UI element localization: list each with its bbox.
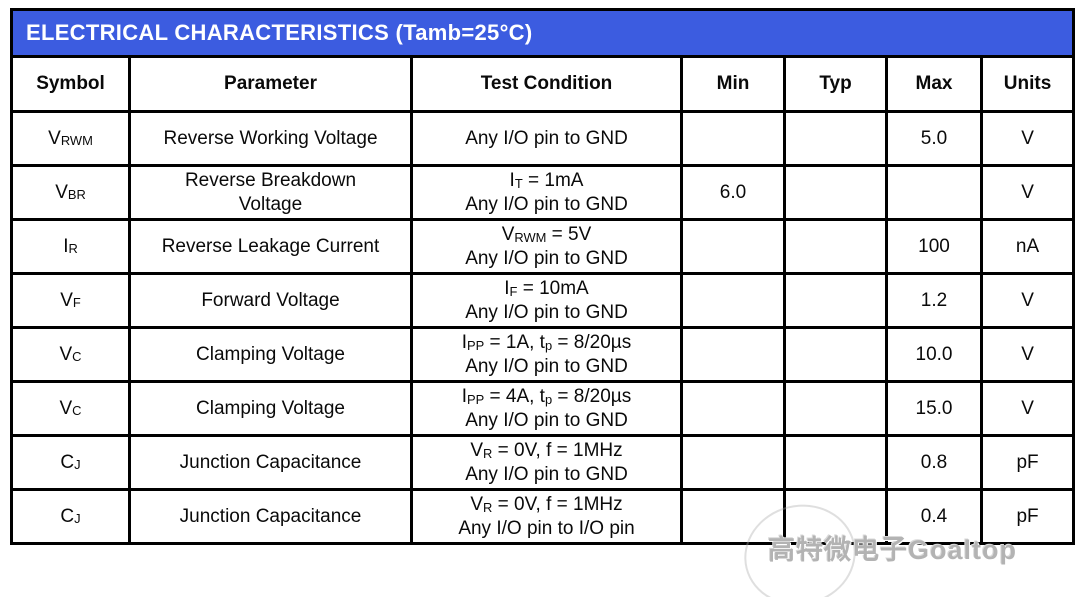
- typ-cell: [783, 164, 888, 221]
- max-cell: 10.0: [885, 326, 983, 383]
- table-row: VRWM Reverse Working Voltage Any I/O pin…: [10, 110, 1076, 167]
- table-title: ELECTRICAL CHARACTERISTICS (Tamb=25°C): [9, 8, 1076, 58]
- typ-cell: [783, 488, 888, 545]
- typ-cell: [783, 326, 888, 383]
- test-condition-cell: IT = 1mA Any I/O pin to GND: [410, 164, 683, 221]
- parameter-cell: Junction Capacitance: [128, 488, 413, 545]
- test-condition-cell: IPP = 4A, tp = 8/20µs Any I/O pin to GND: [410, 380, 683, 437]
- test-condition-cell: VRWM = 5V Any I/O pin to GND: [410, 218, 683, 275]
- electrical-characteristics-table: ELECTRICAL CHARACTERISTICS (Tamb=25°C) S…: [9, 8, 1076, 545]
- parameter-cell: Forward Voltage: [128, 272, 413, 329]
- max-cell: 100: [885, 218, 983, 275]
- min-cell: [680, 434, 786, 491]
- min-cell: [680, 272, 786, 329]
- parameter-cell: Reverse Breakdown Voltage: [128, 164, 413, 221]
- column-header-symbol: Symbol: [10, 55, 131, 113]
- table-title-bar: ELECTRICAL CHARACTERISTICS (Tamb=25°C): [9, 8, 1076, 58]
- table-row: IR Reverse Leakage Current VRWM = 5V Any …: [10, 218, 1076, 275]
- typ-cell: [783, 272, 888, 329]
- symbol-cell: IR: [10, 218, 131, 275]
- units-cell: V: [979, 110, 1076, 167]
- typ-cell: [783, 434, 888, 491]
- typ-cell: [783, 218, 888, 275]
- test-condition-cell: VR = 0V, f = 1MHz Any I/O pin to I/O pin: [410, 488, 683, 545]
- symbol-cell: CJ: [10, 488, 131, 545]
- table-row: CJ Junction Capacitance VR = 0V, f = 1MH…: [10, 488, 1076, 545]
- min-cell: 6.0: [680, 164, 786, 221]
- table-row: VBR Reverse Breakdown Voltage IT = 1mA An…: [10, 164, 1076, 221]
- parameter-cell: Clamping Voltage: [128, 326, 413, 383]
- units-cell: nA: [979, 218, 1076, 275]
- table-row: CJ Junction Capacitance VR = 0V, f = 1MH…: [10, 434, 1076, 491]
- table-row: VC Clamping Voltage IPP = 1A, tp = 8/20µ…: [10, 326, 1076, 383]
- column-header-max: Max: [885, 55, 983, 113]
- parameter-cell: Clamping Voltage: [128, 380, 413, 437]
- typ-cell: [783, 110, 888, 167]
- parameter-cell: Junction Capacitance: [128, 434, 413, 491]
- min-cell: [680, 326, 786, 383]
- table-row: VF Forward Voltage IF = 10mA Any I/O pin …: [10, 272, 1076, 329]
- units-cell: V: [979, 164, 1076, 221]
- table-row: VC Clamping Voltage IPP = 4A, tp = 8/20µ…: [10, 380, 1076, 437]
- column-header-typ: Typ: [783, 55, 888, 113]
- parameter-cell: Reverse Working Voltage: [128, 110, 413, 167]
- units-cell: V: [979, 380, 1076, 437]
- max-cell: 0.8: [885, 434, 983, 491]
- watermark-text: 高特微电子Goaltop: [768, 535, 1017, 565]
- column-header-units: Units: [979, 55, 1076, 113]
- column-header-parameter: Parameter: [128, 55, 413, 113]
- symbol-cell: VBR: [10, 164, 131, 221]
- symbol-cell: VC: [10, 380, 131, 437]
- min-cell: [680, 110, 786, 167]
- max-cell: 0.4: [885, 488, 983, 545]
- units-cell: pF: [979, 434, 1076, 491]
- max-cell: [885, 164, 983, 221]
- units-cell: pF: [979, 488, 1076, 545]
- max-cell: 15.0: [885, 380, 983, 437]
- column-header-test-condition: Test Condition: [410, 55, 683, 113]
- symbol-cell: VC: [10, 326, 131, 383]
- min-cell: [680, 488, 786, 545]
- symbol-cell: VF: [10, 272, 131, 329]
- column-header-min: Min: [680, 55, 786, 113]
- min-cell: [680, 218, 786, 275]
- typ-cell: [783, 380, 888, 437]
- units-cell: V: [979, 326, 1076, 383]
- column-header-row: Symbol Parameter Test Condition Min Typ …: [10, 55, 1076, 113]
- symbol-cell: CJ: [10, 434, 131, 491]
- min-cell: [680, 380, 786, 437]
- max-cell: 1.2: [885, 272, 983, 329]
- max-cell: 5.0: [885, 110, 983, 167]
- test-condition-cell: VR = 0V, f = 1MHz Any I/O pin to GND: [410, 434, 683, 491]
- test-condition-cell: IF = 10mA Any I/O pin to GND: [410, 272, 683, 329]
- test-condition-cell: IPP = 1A, tp = 8/20µs Any I/O pin to GND: [410, 326, 683, 383]
- symbol-cell: VRWM: [10, 110, 131, 167]
- parameter-cell: Reverse Leakage Current: [128, 218, 413, 275]
- units-cell: V: [979, 272, 1076, 329]
- test-condition-cell: Any I/O pin to GND: [410, 110, 683, 167]
